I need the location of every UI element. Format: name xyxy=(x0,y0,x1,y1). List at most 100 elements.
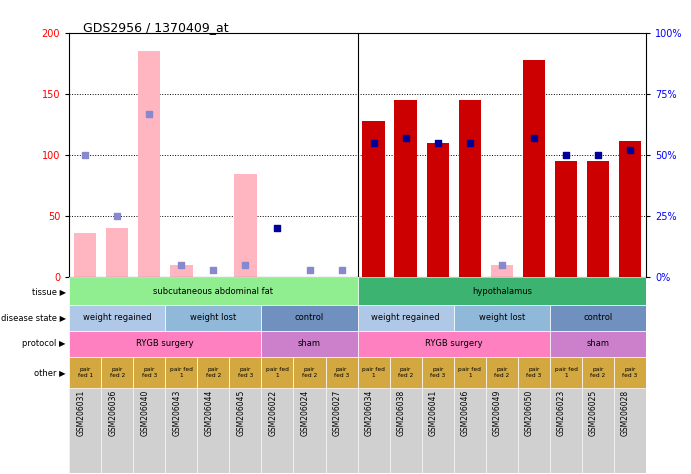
Text: subcutaneous abdominal fat: subcutaneous abdominal fat xyxy=(153,287,274,295)
Text: other ▶: other ▶ xyxy=(34,368,66,377)
Text: sham: sham xyxy=(298,339,321,348)
Bar xyxy=(395,100,417,277)
Text: GSM206050: GSM206050 xyxy=(525,390,534,436)
Point xyxy=(625,146,636,154)
Bar xyxy=(69,305,165,331)
Point xyxy=(336,266,347,274)
Point xyxy=(112,212,123,220)
Text: GSM206045: GSM206045 xyxy=(236,390,245,436)
Bar xyxy=(106,228,129,277)
Bar xyxy=(422,357,454,388)
Point xyxy=(176,261,187,269)
Text: pair fed
1: pair fed 1 xyxy=(362,367,385,378)
Bar xyxy=(587,161,609,277)
Bar xyxy=(550,357,582,388)
Text: pair
fed 2: pair fed 2 xyxy=(302,367,317,378)
Text: pair
fed 2: pair fed 2 xyxy=(110,367,125,378)
Text: sham: sham xyxy=(587,339,609,348)
Bar xyxy=(522,60,545,277)
Bar xyxy=(550,331,646,357)
Bar xyxy=(133,357,165,388)
Text: GSM206028: GSM206028 xyxy=(621,390,630,436)
Bar xyxy=(170,265,193,277)
Text: GSM206043: GSM206043 xyxy=(172,390,181,436)
Text: hypothalamus: hypothalamus xyxy=(472,287,532,295)
Text: GSM206022: GSM206022 xyxy=(269,390,278,436)
Text: GSM206025: GSM206025 xyxy=(589,390,598,436)
Point xyxy=(368,139,379,147)
Bar xyxy=(362,121,385,277)
Text: GSM206040: GSM206040 xyxy=(140,390,149,436)
Bar xyxy=(325,357,358,388)
Bar xyxy=(555,161,577,277)
Bar xyxy=(358,331,550,357)
Text: GSM206044: GSM206044 xyxy=(205,390,214,436)
Text: pair
fed 3: pair fed 3 xyxy=(334,367,349,378)
Bar xyxy=(165,357,198,388)
Text: pair fed
1: pair fed 1 xyxy=(554,367,578,378)
Text: pair fed
1: pair fed 1 xyxy=(458,367,481,378)
Text: pair
fed 2: pair fed 2 xyxy=(590,367,605,378)
Text: weight lost: weight lost xyxy=(190,313,236,322)
Bar xyxy=(358,277,646,305)
Point xyxy=(560,152,571,159)
Bar xyxy=(390,357,422,388)
Bar xyxy=(261,305,358,331)
Text: protocol ▶: protocol ▶ xyxy=(22,339,66,348)
Text: disease state ▶: disease state ▶ xyxy=(1,313,66,322)
Bar xyxy=(582,357,614,388)
Text: pair
fed 3: pair fed 3 xyxy=(623,367,638,378)
Bar xyxy=(550,305,646,331)
Bar xyxy=(198,357,229,388)
Point xyxy=(496,261,507,269)
Text: control: control xyxy=(295,313,324,322)
Point xyxy=(529,134,540,142)
Text: RYGB surgery: RYGB surgery xyxy=(425,339,482,348)
Bar xyxy=(69,388,646,473)
Bar xyxy=(454,357,486,388)
Bar xyxy=(294,357,325,388)
Bar xyxy=(229,357,261,388)
Point xyxy=(240,261,251,269)
Text: pair
fed 3: pair fed 3 xyxy=(527,367,542,378)
Bar xyxy=(69,357,101,388)
Bar xyxy=(426,143,449,277)
Text: pair
fed 3: pair fed 3 xyxy=(430,367,446,378)
Text: pair
fed 3: pair fed 3 xyxy=(238,367,253,378)
Bar xyxy=(165,305,261,331)
Bar xyxy=(69,277,358,305)
Point xyxy=(400,134,411,142)
Bar xyxy=(261,331,358,357)
Text: pair
fed 1: pair fed 1 xyxy=(77,367,93,378)
Bar xyxy=(619,141,641,277)
Text: RYGB surgery: RYGB surgery xyxy=(136,339,194,348)
Bar xyxy=(101,357,133,388)
Bar xyxy=(358,357,390,388)
Bar xyxy=(69,331,261,357)
Text: weight regained: weight regained xyxy=(371,313,440,322)
Bar xyxy=(491,265,513,277)
Bar xyxy=(261,357,294,388)
Text: pair
fed 2: pair fed 2 xyxy=(206,367,221,378)
Text: pair fed
1: pair fed 1 xyxy=(170,367,193,378)
Bar xyxy=(614,357,646,388)
Text: GSM206041: GSM206041 xyxy=(428,390,437,436)
Text: weight lost: weight lost xyxy=(479,313,525,322)
Text: GSM206031: GSM206031 xyxy=(76,390,85,436)
Text: pair
fed 2: pair fed 2 xyxy=(398,367,413,378)
Bar xyxy=(454,305,550,331)
Text: tissue ▶: tissue ▶ xyxy=(32,287,66,295)
Bar xyxy=(74,233,96,277)
Text: GSM206034: GSM206034 xyxy=(365,390,374,436)
Bar xyxy=(358,305,454,331)
Point xyxy=(464,139,475,147)
Point xyxy=(144,110,155,118)
Bar xyxy=(138,52,160,277)
Text: pair
fed 3: pair fed 3 xyxy=(142,367,157,378)
Bar xyxy=(486,357,518,388)
Text: GSM206049: GSM206049 xyxy=(493,390,502,436)
Text: weight regained: weight regained xyxy=(83,313,151,322)
Text: GSM206036: GSM206036 xyxy=(108,390,117,436)
Bar xyxy=(234,173,256,277)
Point xyxy=(79,152,91,159)
